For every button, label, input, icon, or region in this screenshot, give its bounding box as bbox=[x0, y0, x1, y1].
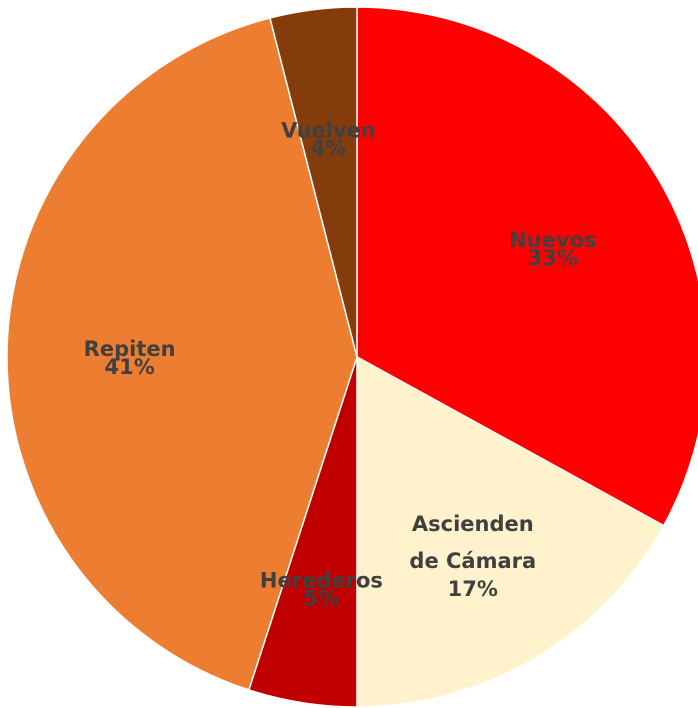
pie-slice bbox=[269, 6, 358, 358]
pie-slice bbox=[6, 17, 358, 691]
slice-value-label: 41% bbox=[104, 355, 154, 379]
slice-label-line: Herederos bbox=[260, 569, 383, 593]
slice-label-line: de Cámara bbox=[409, 549, 536, 573]
slice-label: Ascienden de Cámara bbox=[409, 512, 536, 573]
pie-slice bbox=[356, 355, 665, 708]
slice-label-line: Repiten bbox=[84, 337, 176, 361]
slice-label-line: Vuelven bbox=[281, 118, 376, 142]
slice-value-label: 4% bbox=[311, 136, 347, 160]
pie-slice bbox=[356, 6, 698, 527]
slice-label: Nuevos bbox=[509, 228, 596, 252]
slice-label-line: Nuevos bbox=[509, 228, 596, 252]
slice-label: Herederos bbox=[260, 569, 383, 593]
slice-label: Vuelven bbox=[281, 118, 376, 142]
slice-label: Repiten bbox=[84, 337, 176, 361]
slice-value-label: 17% bbox=[448, 577, 498, 601]
slice-label-line: Ascienden bbox=[412, 512, 534, 536]
slice-value-label: 33% bbox=[528, 246, 578, 270]
slice-value-label: 5% bbox=[304, 587, 340, 611]
